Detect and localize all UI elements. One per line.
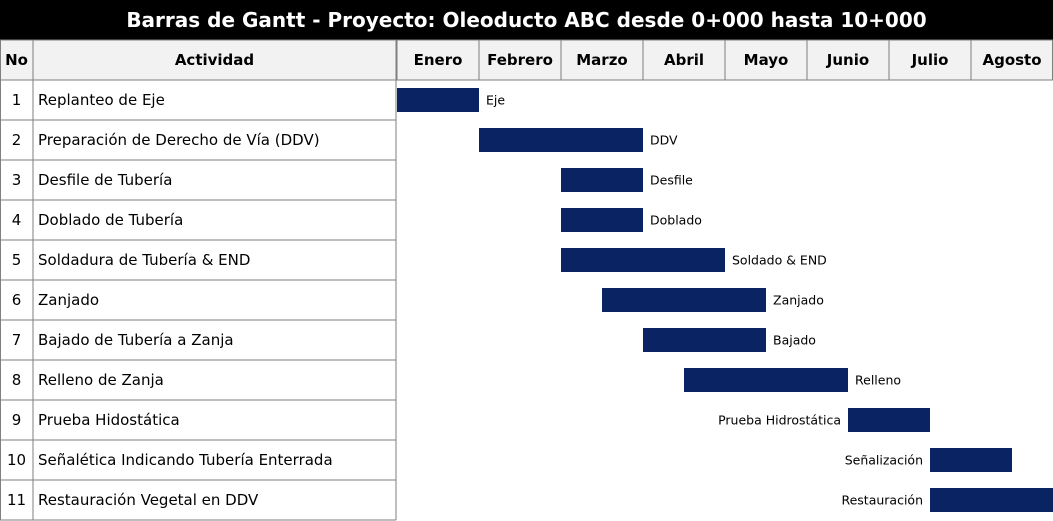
header-row-bg bbox=[0, 40, 1053, 80]
month-header-8: Agosto bbox=[982, 51, 1041, 69]
task-no: 11 bbox=[7, 491, 26, 509]
task-no: 1 bbox=[12, 91, 22, 109]
bar-label-11: Restauración bbox=[841, 493, 923, 508]
task-no: 2 bbox=[12, 131, 22, 149]
task-no: 5 bbox=[12, 251, 22, 269]
task-activity: Relleno de Zanja bbox=[38, 371, 164, 389]
month-header-1: Enero bbox=[414, 51, 463, 69]
header-activity: Actividad bbox=[175, 51, 254, 69]
month-header-4: Abril bbox=[664, 51, 704, 69]
task-activity: Restauración Vegetal en DDV bbox=[38, 491, 259, 509]
task-activity: Replanteo de Eje bbox=[38, 91, 165, 109]
gantt-bar-2 bbox=[479, 128, 643, 152]
task-activity: Desfile de Tubería bbox=[38, 171, 172, 189]
task-no: 4 bbox=[12, 211, 22, 229]
gantt-bar-1 bbox=[397, 88, 479, 112]
bar-label-1: Eje bbox=[486, 93, 505, 108]
task-no: 3 bbox=[12, 171, 22, 189]
bar-label-6: Zanjado bbox=[773, 293, 824, 308]
bar-label-3: Desfile bbox=[650, 173, 693, 188]
gantt-bar-8 bbox=[684, 368, 848, 392]
gantt-bar-7 bbox=[643, 328, 766, 352]
task-activity: Bajado de Tubería a Zanja bbox=[38, 331, 234, 349]
task-activity: Soldadura de Tubería & END bbox=[38, 251, 250, 269]
month-header-6: Junio bbox=[826, 51, 869, 69]
task-activity: Señalética Indicando Tubería Enterrada bbox=[38, 451, 333, 469]
chart-title: Barras de Gantt - Proyecto: Oleoducto AB… bbox=[0, 0, 1053, 40]
month-header-5: Mayo bbox=[744, 51, 789, 69]
gantt-bar-5 bbox=[561, 248, 725, 272]
gantt-bar-9 bbox=[848, 408, 930, 432]
task-activity: Preparación de Derecho de Vía (DDV) bbox=[38, 131, 320, 149]
gantt-bar-4 bbox=[561, 208, 643, 232]
task-no: 8 bbox=[12, 371, 22, 389]
gantt-bar-6 bbox=[602, 288, 766, 312]
task-activity: Prueba Hidostática bbox=[38, 411, 180, 429]
bar-label-4: Doblado bbox=[650, 213, 702, 228]
task-no: 6 bbox=[12, 291, 22, 309]
task-activity: Doblado de Tubería bbox=[38, 211, 183, 229]
task-no: 9 bbox=[12, 411, 22, 429]
header-no: No bbox=[5, 51, 28, 69]
bar-label-5: Soldado & END bbox=[732, 253, 827, 268]
month-header-7: Julio bbox=[911, 51, 949, 69]
month-header-2: Febrero bbox=[487, 51, 553, 69]
task-no: 10 bbox=[7, 451, 26, 469]
task-activity: Zanjado bbox=[38, 291, 99, 309]
bar-label-8: Relleno bbox=[855, 373, 901, 388]
task-no: 7 bbox=[12, 331, 22, 349]
month-header-3: Marzo bbox=[576, 51, 627, 69]
bar-label-7: Bajado bbox=[773, 333, 816, 348]
gantt-bar-11 bbox=[930, 488, 1053, 512]
gantt-bar-3 bbox=[561, 168, 643, 192]
gantt-bar-10 bbox=[930, 448, 1012, 472]
bar-label-2: DDV bbox=[650, 133, 678, 148]
bar-label-9: Prueba Hidrostática bbox=[718, 413, 841, 428]
bar-label-10: Señalización bbox=[845, 453, 923, 468]
